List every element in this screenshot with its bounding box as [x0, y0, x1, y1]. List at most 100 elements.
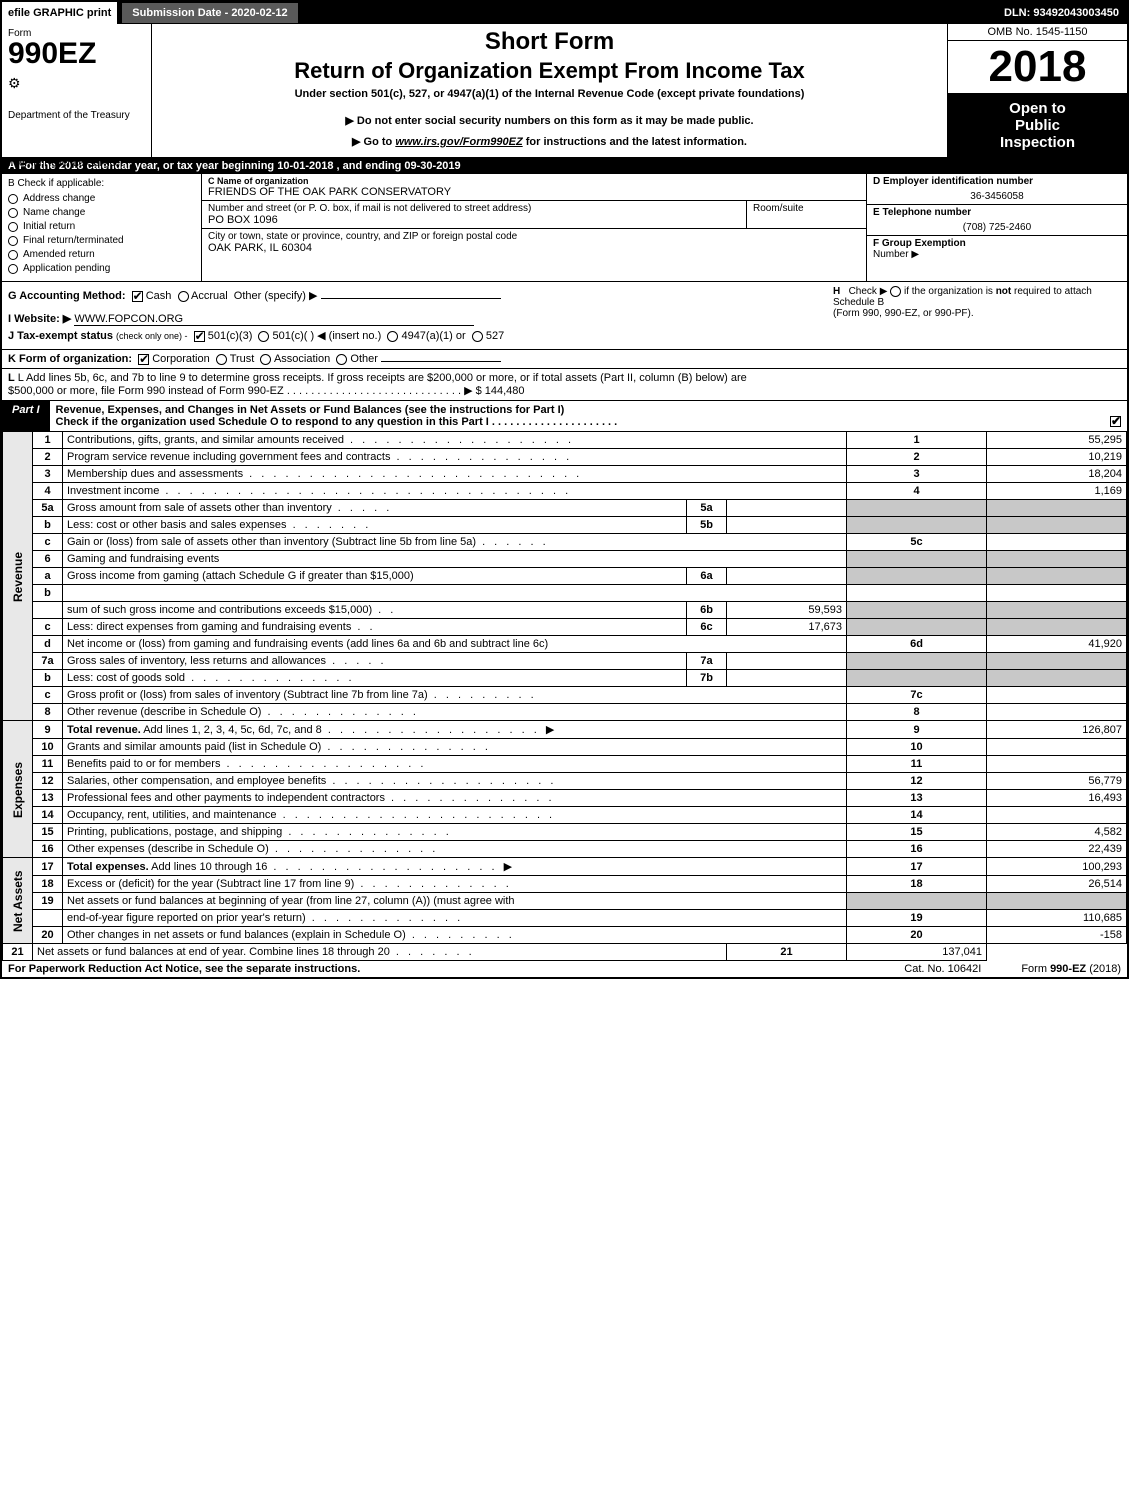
line-number: b — [33, 517, 63, 534]
name-change-option[interactable]: Name change — [8, 207, 195, 218]
tax-exempt-status-line: J Tax-exempt status (check only one) - 5… — [8, 329, 821, 342]
line-col-number: 12 — [847, 773, 987, 790]
initial-return-option[interactable]: Initial return — [8, 221, 195, 232]
topbar: efile GRAPHIC print Submission Date - 20… — [2, 2, 1127, 24]
irs-website-link[interactable]: www.irs.gov/Form990EZ — [395, 136, 522, 148]
other-checkbox[interactable] — [336, 354, 347, 365]
line-description: Other revenue (describe in Schedule O) .… — [63, 704, 847, 721]
city-row: City or town, state or province, country… — [202, 229, 866, 256]
line-description: Less: direct expenses from gaming and fu… — [63, 619, 687, 636]
line-description: Other changes in net assets or fund bala… — [63, 927, 847, 944]
j3: 4947(a)(1) or — [401, 330, 465, 342]
527-checkbox[interactable] — [472, 331, 483, 342]
line-row: 18Excess or (deficit) for the year (Subt… — [3, 876, 1127, 893]
k-corp: Corporation — [152, 353, 209, 365]
accrual-radio[interactable] — [178, 291, 189, 302]
sub-line-value — [727, 500, 847, 517]
sub-line-value — [727, 653, 847, 670]
line-col-shade — [847, 568, 987, 585]
h-checkbox[interactable] — [890, 286, 901, 297]
line-amount: 110,685 — [987, 910, 1127, 927]
sub-line-label: 5a — [687, 500, 727, 517]
line-row: cGain or (loss) from sale of assets othe… — [3, 534, 1127, 551]
h-txt3: (Form 990, 990-EZ, or 990-PF). — [833, 308, 974, 319]
irs-label: Internal Revenue Service — [8, 158, 120, 169]
header-info-block: B Check if applicable: Address change Na… — [2, 174, 1127, 282]
line-number: 20 — [33, 927, 63, 944]
city-label: City or town, state or province, country… — [208, 231, 860, 242]
line-amount: -158 — [987, 927, 1127, 944]
open-line1: Open to — [952, 100, 1123, 117]
e-label: E Telephone number — [873, 207, 971, 218]
other-org-field[interactable] — [381, 361, 501, 362]
501c3-checkbox[interactable] — [194, 331, 205, 342]
line-amount — [987, 739, 1127, 756]
line-row: bLess: cost of goods sold . . . . . . . … — [3, 670, 1127, 687]
taxyear-begin: 10-01-2018 — [277, 160, 333, 172]
line-amount: 137,041 — [847, 944, 987, 961]
line-description: sum of such gross income and contributio… — [63, 602, 687, 619]
ein-value: 36-3456058 — [873, 191, 1121, 202]
line-number: 5a — [33, 500, 63, 517]
line-row: 14Occupancy, rent, utilities, and mainte… — [3, 807, 1127, 824]
line-row: 19Net assets or fund balances at beginni… — [3, 893, 1127, 910]
line-description: Gain or (loss) from sale of assets other… — [63, 534, 847, 551]
line-amount: 126,807 — [987, 721, 1127, 739]
line-number: c — [33, 619, 63, 636]
4947-checkbox[interactable] — [387, 331, 398, 342]
line-row: 2Program service revenue including gover… — [3, 449, 1127, 466]
line-row: Net Assets17Total expenses. Add lines 10… — [3, 858, 1127, 876]
line-col-shade — [847, 653, 987, 670]
line-description: Occupancy, rent, utilities, and maintena… — [63, 807, 847, 824]
l-txt1: L Add lines 5b, 6c, and 7b to line 9 to … — [18, 372, 747, 384]
amount-shade — [987, 893, 1127, 910]
part1-paren: (see the instructions for Part I) — [405, 404, 565, 416]
line-row: 16Other expenses (describe in Schedule O… — [3, 841, 1127, 858]
do-not-enter-text: ▶ Do not enter social security numbers o… — [160, 114, 939, 127]
other-label: Other (specify) ▶ — [234, 290, 318, 302]
tax-year: 2018 — [948, 41, 1127, 94]
other-specify-field[interactable] — [321, 298, 501, 299]
website-value: WWW.FOPCON.ORG — [74, 313, 474, 326]
line-amount — [987, 756, 1127, 773]
line-number — [33, 910, 63, 927]
line-row: 8Other revenue (describe in Schedule O) … — [3, 704, 1127, 721]
association-checkbox[interactable] — [260, 354, 271, 365]
address-change-option[interactable]: Address change — [8, 193, 195, 204]
line-description: Program service revenue including govern… — [63, 449, 847, 466]
open-line2: Public — [952, 117, 1123, 134]
sub-line-label: 5b — [687, 517, 727, 534]
line-col-shade — [847, 670, 987, 687]
cash-checkbox[interactable] — [132, 291, 143, 302]
line-col-number: 18 — [847, 876, 987, 893]
b-header: B Check if applicable: — [8, 178, 195, 189]
expenses-section-label: Expenses — [3, 721, 33, 858]
title-left: Form 990EZ ⚙ Department of the Treasury … — [2, 24, 152, 157]
line-number — [33, 602, 63, 619]
gross-receipts-amount: $ 144,480 — [476, 385, 525, 397]
part-1-header: Part I Revenue, Expenses, and Changes in… — [2, 401, 1127, 431]
arrow-icon: ▶ — [345, 115, 353, 127]
schedule-o-checkbox[interactable] — [1110, 416, 1121, 427]
application-pending-option[interactable]: Application pending — [8, 263, 195, 274]
l-line: L L Add lines 5b, 6c, and 7b to line 9 t… — [2, 369, 1127, 401]
taxyear-mid: , and ending — [337, 160, 405, 172]
line-amount: 56,779 — [987, 773, 1127, 790]
donot-text: Do not enter social security numbers on … — [357, 115, 754, 127]
trust-checkbox[interactable] — [216, 354, 227, 365]
corporation-checkbox[interactable] — [138, 354, 149, 365]
gh-left: G Accounting Method: Cash Accrual Other … — [2, 282, 827, 349]
opt-label: Application pending — [23, 263, 110, 274]
catalog-number: Cat. No. 10642I — [904, 963, 981, 975]
k-line: K Form of organization: Corporation Trus… — [2, 350, 1127, 369]
final-return-option[interactable]: Final return/terminated — [8, 235, 195, 246]
short-form-heading: Short Form — [160, 28, 939, 56]
501c-checkbox[interactable] — [258, 331, 269, 342]
line-number: 1 — [33, 432, 63, 449]
return-heading: Return of Organization Exempt From Incom… — [160, 58, 939, 84]
amount-shade — [987, 602, 1127, 619]
line-number: d — [33, 636, 63, 653]
amended-return-option[interactable]: Amended return — [8, 249, 195, 260]
line-col-shade — [847, 602, 987, 619]
h-txt1: if the organization is — [904, 286, 996, 297]
